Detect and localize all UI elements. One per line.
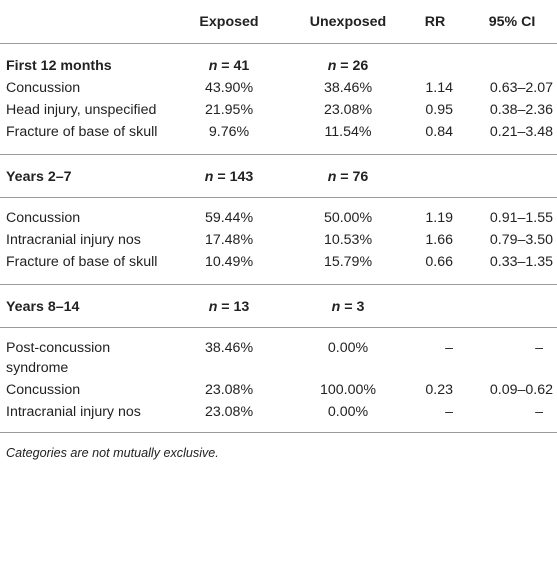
rr-value: 0.95 [425, 102, 453, 118]
section-title: First 12 months [6, 58, 112, 74]
unexposed-value: 38.46% [323, 80, 373, 96]
table-row: Intracranial injury nos 23.08% 0.00% – – [0, 402, 557, 424]
section-header: Years 8–14 n = 13 n = 3 [0, 285, 557, 320]
ci-value: 0.79–3.50 [489, 232, 553, 248]
unexposed-value: 50.00% [323, 210, 373, 226]
footnote-row: Categories are not mutually exclusive. [0, 433, 557, 464]
exposed-value: 59.44% [204, 210, 254, 226]
unexposed-value: 11.54% [324, 124, 372, 140]
table-row: Concussion 43.90% 38.46% 1.14 0.63–2.07 [0, 78, 557, 100]
ci-value: 0.91–1.55 [489, 210, 553, 226]
unexposed-value: 10.53% [323, 232, 373, 248]
section-header: First 12 months n = 41 n = 26 [0, 44, 557, 79]
row-label: Fracture of base of skull [6, 124, 158, 140]
unexposed-value: 0.00% [327, 404, 369, 420]
exposed-value: 10.49% [204, 254, 254, 270]
row-label: Intracranial injury nos [6, 404, 141, 420]
header-row: Exposed Unexposed RR 95% CI [0, 0, 557, 44]
table-row: Concussion 59.44% 50.00% 1.19 0.91–1.55 [0, 198, 557, 231]
footnote: Categories are not mutually exclusive. [6, 446, 219, 460]
section-title: Years 8–14 [6, 299, 80, 315]
rr-value: 0.66 [425, 254, 453, 270]
table-row: Head injury, unspecified 21.95% 23.08% 0… [0, 100, 557, 122]
unexposed-n: n = 3 [331, 299, 365, 315]
table-row: Post-concussion syndrome 38.46% 0.00% – … [0, 328, 557, 381]
row-label: Fracture of base of skull [6, 254, 158, 270]
divider [0, 319, 557, 328]
ci-value: 0.09–0.62 [489, 382, 553, 398]
section-title: Years 2–7 [6, 169, 72, 185]
ci-value: – [535, 340, 543, 356]
exposed-value: 21.95% [204, 102, 254, 118]
exposed-value: 23.08% [204, 382, 254, 398]
section-header: Years 2–7 n = 143 n = 76 [0, 155, 557, 190]
row-label: Head injury, unspecified [6, 102, 157, 118]
row-label: Intracranial injury nos [6, 232, 141, 248]
exposed-value: 23.08% [204, 404, 254, 420]
header-ci: 95% CI [467, 0, 557, 44]
unexposed-n: n = 76 [327, 169, 369, 185]
ci-value: 0.33–1.35 [489, 254, 553, 270]
divider [0, 424, 557, 433]
table-row: Concussion 23.08% 100.00% 0.23 0.09–0.62 [0, 380, 557, 402]
ci-value: 0.38–2.36 [489, 102, 553, 118]
rr-value: – [445, 340, 453, 356]
unexposed-value: 23.08% [323, 102, 373, 118]
table-row: Fracture of base of skull 10.49% 15.79% … [0, 252, 557, 274]
row-label: Concussion [6, 382, 81, 398]
exposed-value: 9.76% [208, 124, 250, 140]
exposed-n: n = 41 [208, 58, 250, 74]
exposed-value: 43.90% [204, 80, 254, 96]
exposed-value: 38.46% [204, 340, 254, 356]
unexposed-value: 100.00% [319, 382, 376, 398]
results-table: Exposed Unexposed RR 95% CI First 12 mon… [0, 0, 557, 464]
exposed-value: 17.48% [204, 232, 254, 248]
exposed-n: n = 143 [204, 169, 254, 185]
divider [0, 189, 557, 198]
rr-value: 0.23 [425, 382, 453, 398]
rr-value: 1.19 [425, 210, 453, 226]
unexposed-value: 15.79% [323, 254, 373, 270]
divider [0, 274, 557, 285]
rr-value: 1.66 [425, 232, 453, 248]
header-category [0, 0, 165, 44]
unexposed-n: n = 26 [327, 58, 369, 74]
table-row: Intracranial injury nos 17.48% 10.53% 1.… [0, 230, 557, 252]
row-label: Post-concussion syndrome [6, 340, 111, 376]
exposed-n: n = 13 [208, 299, 250, 315]
header-unexposed: Unexposed [293, 0, 403, 44]
ci-value: 0.63–2.07 [489, 80, 553, 96]
rr-value: 1.14 [425, 80, 453, 96]
ci-value: 0.21–3.48 [489, 124, 553, 140]
header-exposed: Exposed [165, 0, 293, 44]
unexposed-value: 0.00% [327, 340, 369, 356]
header-rr: RR [403, 0, 467, 44]
row-label: Concussion [6, 210, 81, 226]
ci-value: – [535, 404, 543, 420]
row-label: Concussion [6, 80, 81, 96]
divider [0, 144, 557, 155]
table-row: Fracture of base of skull 9.76% 11.54% 0… [0, 122, 557, 144]
rr-value: – [445, 404, 453, 420]
rr-value: 0.84 [425, 124, 453, 140]
